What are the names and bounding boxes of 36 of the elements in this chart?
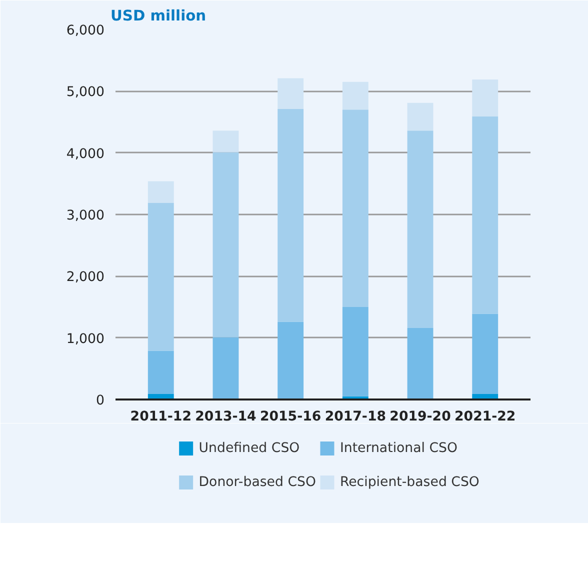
x-tick-label: 2019-20 [390, 410, 451, 424]
bar [148, 181, 174, 203]
legend-label: International CSO [340, 441, 458, 456]
bar [278, 322, 304, 399]
x-tick-label: 2013-14 [195, 410, 256, 424]
y-tick-label: 5,000 [66, 85, 104, 100]
bar [148, 202, 174, 351]
bar [278, 78, 304, 110]
bar [407, 102, 434, 131]
legend-label: Undefined CSO [198, 441, 300, 456]
bar [212, 337, 239, 399]
x-tick-label: 2021-22 [454, 410, 516, 424]
bar [472, 79, 498, 116]
y-tick-label: 3,000 [66, 208, 104, 224]
y-tick-label: 6,000 [66, 24, 104, 38]
legend-label: Recipient-based CSO [340, 475, 480, 490]
bar [407, 130, 434, 328]
bar [212, 130, 239, 152]
x-tick-label: 2011-12 [130, 410, 192, 424]
y-tick-label: 2,000 [66, 270, 104, 286]
y-tick-label: 4,000 [66, 146, 104, 162]
y-tick-label: 1,000 [66, 332, 104, 347]
x-tick-label: 2015-16 [260, 410, 322, 424]
bar [342, 110, 368, 307]
legend-label: Donor-based CSO [198, 475, 316, 490]
bar [278, 109, 304, 322]
bar [407, 328, 434, 399]
bar [472, 314, 498, 394]
y-tick-label: 0 [96, 394, 105, 408]
bar [148, 350, 174, 394]
bar [342, 307, 368, 396]
bar [342, 82, 368, 110]
y-axis-title: USD million [110, 8, 206, 24]
bar [212, 152, 239, 338]
x-tick-label: 2017-18 [324, 410, 386, 424]
bar [472, 116, 498, 314]
